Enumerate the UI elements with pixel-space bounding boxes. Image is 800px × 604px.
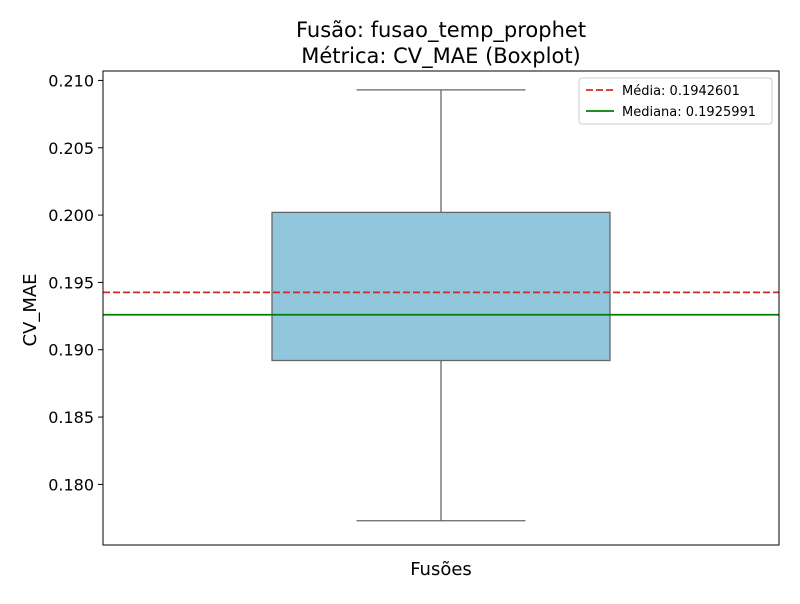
legend-median-label: Mediana: 0.1925991: [622, 105, 756, 120]
chart-title-line1: Fusão: fusao_temp_prophet: [296, 18, 586, 43]
x-axis-label: Fusões: [410, 559, 472, 580]
y-tick-label: 0.190: [48, 341, 94, 360]
y-tick-label: 0.185: [48, 408, 94, 427]
y-tick-label: 0.205: [48, 139, 94, 158]
legend-mean-label: Média: 0.1942601: [622, 84, 740, 99]
plot-frame: [102, 70, 780, 546]
y-tick-label: 0.195: [48, 273, 94, 292]
y-tick-label: 0.200: [48, 206, 94, 225]
iqr-box: [271, 211, 611, 362]
y-axis-label: CV_MAE: [20, 273, 41, 346]
chart-title-line2: Métrica: CV_MAE (Boxplot): [301, 44, 581, 69]
y-tick-label: 0.180: [48, 475, 94, 494]
plot-area: 0.180 0.185 0.190 0.195 0.200 0.205 0.210 Média…: [48, 70, 780, 546]
y-tick-label: 0.210: [48, 71, 94, 90]
legend-box: [578, 77, 773, 125]
